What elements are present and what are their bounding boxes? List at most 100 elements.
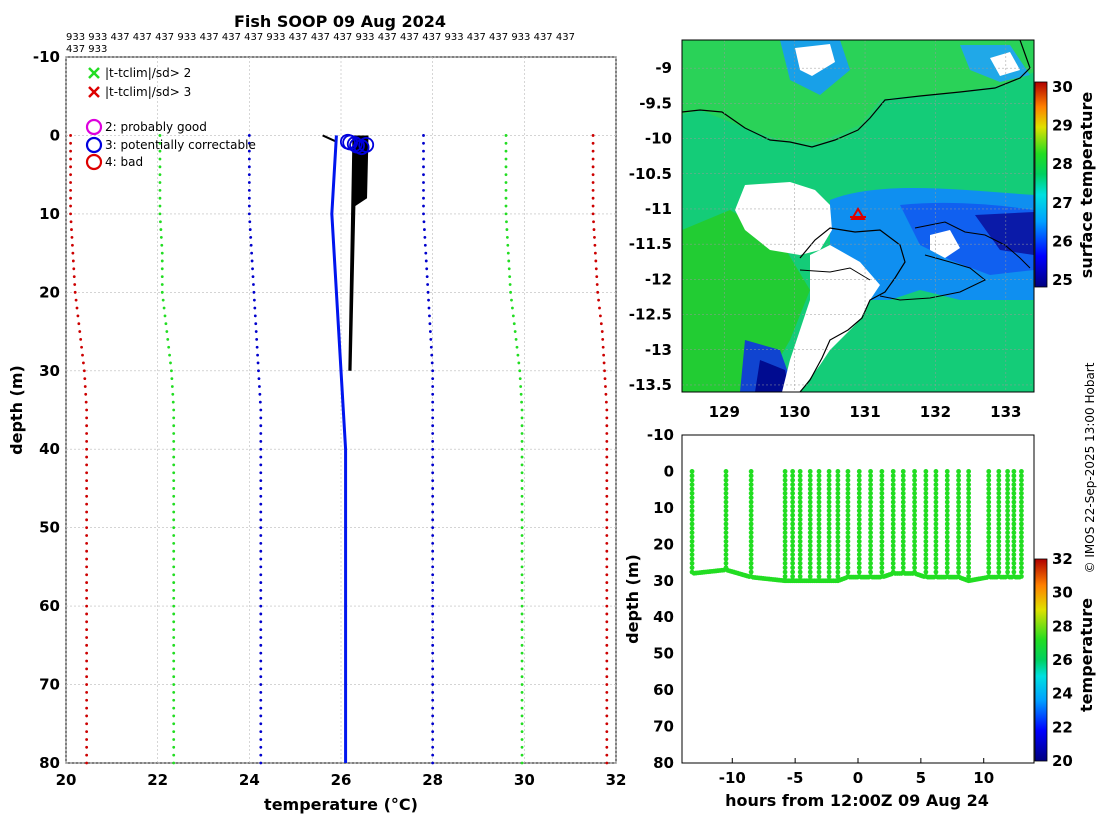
clim-3sd-lower-point	[72, 275, 76, 279]
cast-depth-point	[723, 469, 729, 474]
cast-depth-point	[923, 486, 929, 492]
clim-2sd-upper-point	[520, 549, 524, 553]
cast-depth-point	[1005, 530, 1010, 536]
clim-2sd-upper-point	[520, 463, 524, 467]
cast-depth-point	[807, 547, 813, 553]
clim-2sd-upper-b-point	[426, 283, 430, 286]
clim-2sd-upper-b-point	[424, 259, 428, 263]
clim-2sd-lower-point	[172, 691, 176, 694]
cast-depth-point	[856, 517, 862, 522]
cast-depth-point	[1011, 525, 1017, 531]
cast-depth-point	[845, 565, 851, 571]
cast-depth-point	[890, 525, 896, 531]
clim-2sd-lower-b-point	[252, 290, 256, 294]
clim-3sd-upper-point	[605, 510, 609, 514]
clim-2sd-upper-point	[516, 353, 520, 357]
cast-depth-point	[790, 574, 796, 579]
clim-3sd-upper-point	[605, 612, 609, 616]
cast-depth-point	[996, 512, 1002, 518]
clim-2sd-lower-b-point	[255, 345, 259, 349]
clim-3sd-upper-point	[602, 353, 606, 357]
clim-2sd-lower-b-point	[259, 502, 263, 506]
cast-depth-point	[912, 556, 917, 562]
cast-depth-point	[790, 521, 796, 527]
clim-2sd-upper-point	[520, 761, 524, 765]
cast-depth-point	[826, 525, 832, 531]
cast-depth-point	[879, 565, 885, 571]
clim-3sd-lower-point	[85, 565, 89, 569]
clim-2sd-upper-b-point	[431, 534, 435, 537]
cast-depth-point	[816, 482, 822, 487]
cast-depth-point	[689, 504, 695, 509]
cast-depth-point	[748, 569, 754, 575]
clim-3sd-upper-point	[599, 322, 603, 326]
clim-2sd-upper-point	[520, 487, 524, 490]
cast-depth-point	[1005, 539, 1010, 544]
clim-2sd-lower-point	[172, 510, 176, 514]
clim-2sd-upper-point	[520, 691, 524, 694]
cast-depth-point	[797, 530, 803, 536]
cast-depth-point	[944, 521, 950, 527]
clim-2sd-lower-b-point	[247, 188, 251, 192]
clim-2sd-lower-b-point	[259, 408, 263, 412]
map-lon-tick-label: 133	[990, 403, 1021, 421]
clim-2sd-upper-b-point	[431, 479, 435, 482]
clim-2sd-upper-b-point	[431, 706, 435, 710]
cast-depth-point	[723, 543, 729, 549]
cast-depth-point	[723, 560, 729, 566]
cast-depth-point	[1019, 482, 1024, 487]
clim-2sd-upper-point	[520, 604, 524, 608]
clim-2sd-lower-b-point	[259, 683, 263, 686]
cast-depth-point	[807, 499, 813, 505]
cast-depth-point	[868, 482, 873, 487]
clim-2sd-lower-b-point	[259, 745, 263, 749]
cast-depth-point	[879, 547, 885, 553]
cast-depth-point	[790, 477, 796, 483]
cast-depth-point	[933, 525, 939, 531]
cast-depth-point	[879, 504, 885, 509]
sst-colorbar-tick-label: 29	[1052, 117, 1073, 135]
cast-depth-point	[807, 539, 813, 544]
cast-depth-point	[879, 469, 885, 474]
cast-depth-point	[826, 499, 832, 505]
clim-3sd-upper-point	[591, 188, 595, 192]
clim-2sd-upper-point	[504, 181, 508, 184]
cast-depth-point	[748, 499, 754, 505]
cast-depth-point	[986, 477, 992, 483]
cast-depth-point	[689, 525, 695, 531]
clim-3sd-lower-point	[85, 557, 89, 561]
clim-2sd-upper-point	[504, 204, 508, 208]
cast-depth-point	[797, 556, 803, 562]
clim-3sd-lower-point	[83, 377, 87, 381]
cast-depth-point	[890, 495, 896, 501]
cast-depth-point	[996, 473, 1002, 479]
clim-2sd-lower-b-point	[247, 173, 251, 177]
cast-depth-point	[912, 486, 917, 492]
profile-ytick-label: 30	[39, 362, 60, 380]
clim-3sd-lower-point	[85, 636, 89, 639]
clim-3sd-lower-point	[85, 612, 89, 616]
cast-depth-point	[986, 521, 992, 527]
cast-depth-point	[845, 486, 851, 492]
cast-depth-point	[900, 521, 906, 527]
cast-depth-point	[986, 539, 992, 544]
clim-2sd-upper-b-point	[431, 659, 435, 663]
clim-3sd-lower-point	[85, 753, 89, 757]
cast-depth-point	[782, 565, 788, 571]
clim-3sd-upper-point	[601, 345, 605, 349]
clim-2sd-upper-point	[520, 408, 524, 412]
depth-time-ytick-label: 0	[664, 462, 674, 480]
map-lon-tick-label: 132	[920, 403, 951, 421]
cast-depth-point	[782, 508, 788, 514]
legend-cross-icon	[88, 86, 100, 98]
clim-2sd-upper-point	[505, 236, 509, 239]
clim-2sd-upper-point	[520, 455, 524, 459]
cast-depth-point	[782, 556, 788, 562]
cast-depth-point	[748, 512, 754, 518]
depth-time-ytick-label: -10	[647, 426, 674, 444]
clim-2sd-upper-point	[520, 714, 524, 718]
clim-2sd-lower-b-point	[252, 283, 255, 286]
clim-3sd-upper-point	[594, 259, 598, 263]
clim-2sd-upper-point	[508, 283, 512, 286]
cast-depth-point	[879, 508, 885, 514]
